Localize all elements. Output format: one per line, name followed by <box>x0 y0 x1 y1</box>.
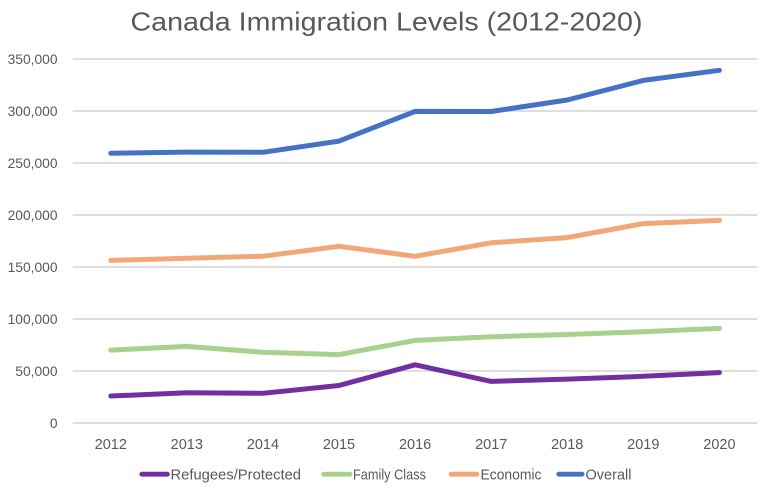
svg-text:2016: 2016 <box>399 437 431 453</box>
svg-text:2013: 2013 <box>171 437 203 453</box>
svg-text:2018: 2018 <box>551 437 583 453</box>
svg-text:2017: 2017 <box>475 437 507 453</box>
svg-text:2019: 2019 <box>627 437 659 453</box>
svg-text:Economic: Economic <box>481 468 542 484</box>
svg-text:Overall: Overall <box>586 468 632 484</box>
svg-text:350,000: 350,000 <box>8 52 58 67</box>
svg-text:Refugees/Protected: Refugees/Protected <box>171 468 302 484</box>
svg-text:250,000: 250,000 <box>8 156 58 171</box>
svg-text:2012: 2012 <box>95 437 127 453</box>
svg-text:100,000: 100,000 <box>8 312 58 327</box>
svg-text:0: 0 <box>50 416 58 431</box>
svg-text:Canada Immigration Levels (201: Canada Immigration Levels (2012-2020) <box>131 7 643 37</box>
svg-text:2020: 2020 <box>703 437 735 453</box>
svg-text:150,000: 150,000 <box>8 260 58 275</box>
svg-text:2014: 2014 <box>247 437 279 453</box>
svg-text:50,000: 50,000 <box>15 364 58 379</box>
svg-text:Family Class: Family Class <box>353 468 426 484</box>
svg-text:300,000: 300,000 <box>8 104 58 119</box>
svg-text:200,000: 200,000 <box>8 208 58 223</box>
svg-text:2015: 2015 <box>323 437 355 453</box>
